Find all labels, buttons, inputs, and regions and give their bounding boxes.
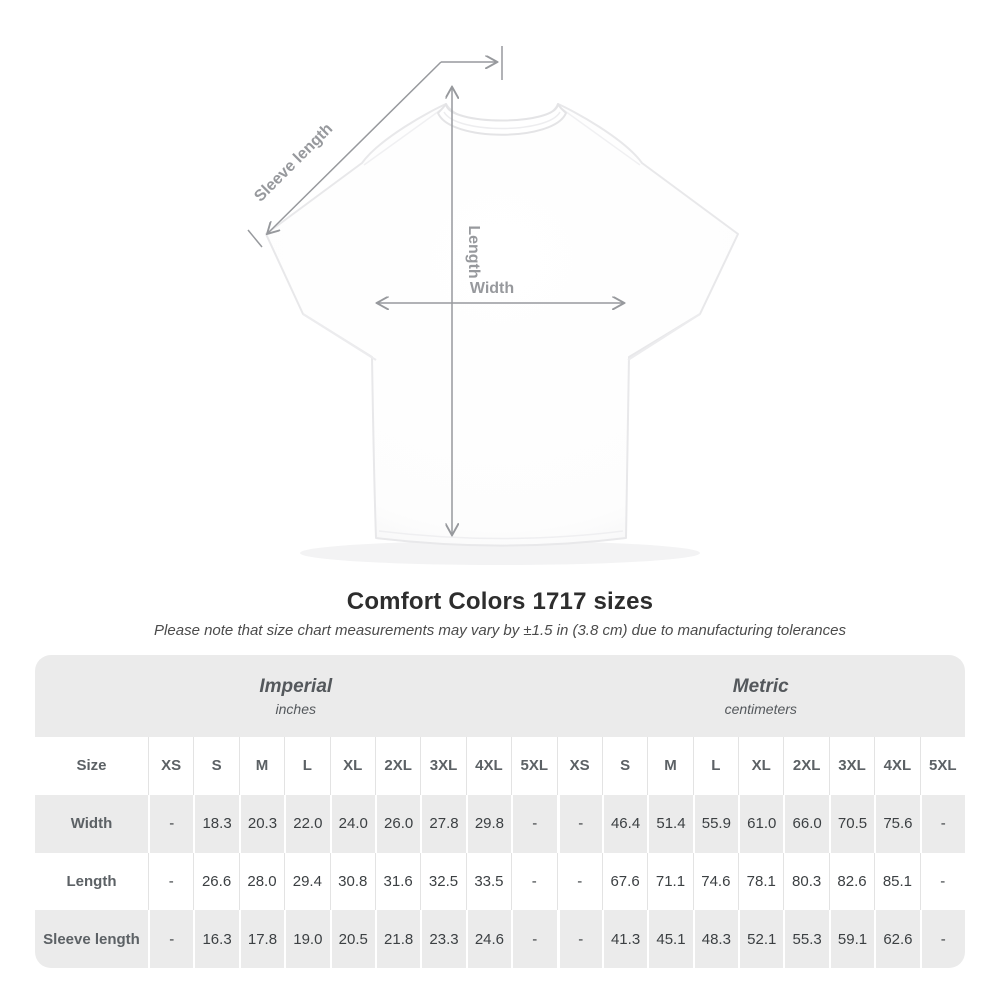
table-cell: 31.6 xyxy=(374,852,421,911)
table-cell: 74.6 xyxy=(692,852,739,911)
table-cell: 27.8 xyxy=(420,794,466,853)
imperial-unit: inches xyxy=(275,700,316,717)
table-cell: 18.3 xyxy=(193,794,239,853)
table-cell: 52.1 xyxy=(738,910,784,968)
size-header: S xyxy=(601,737,648,795)
table-cell: 23.3 xyxy=(420,910,466,968)
table-cell: - xyxy=(556,910,602,968)
table-cell: 24.0 xyxy=(329,794,375,853)
table-cell: 61.0 xyxy=(738,794,784,853)
tshirt-image xyxy=(265,103,739,547)
size-header: 5XL xyxy=(511,737,557,795)
table-cell: 22.0 xyxy=(284,794,330,853)
row-label: Sleeve length xyxy=(35,910,148,968)
table-cell: 75.6 xyxy=(874,794,920,853)
table-cell: 66.0 xyxy=(783,794,829,853)
table-cell: 32.5 xyxy=(420,852,466,911)
tshirt-shadow xyxy=(300,541,700,565)
table-cell: 29.4 xyxy=(284,852,330,911)
table-cell: 16.3 xyxy=(193,910,239,968)
tshirt-measurement-diagram: Sleeve length Length Width xyxy=(247,46,739,565)
size-header: 3XL xyxy=(420,737,466,795)
imperial-label: Imperial xyxy=(259,675,333,697)
table-cell: - xyxy=(919,794,965,853)
table-cell: 45.1 xyxy=(647,910,693,968)
page-title: Comfort Colors 1717 sizes xyxy=(346,588,654,615)
tolerance-note: Please note that size chart measurements… xyxy=(154,622,846,639)
table-cell: 46.4 xyxy=(601,794,648,853)
table-cell: - xyxy=(919,852,965,911)
table-cell: 28.0 xyxy=(238,852,285,911)
table-cell: 21.8 xyxy=(374,910,421,968)
size-column-header: Size xyxy=(35,737,148,795)
size-header: 2XL xyxy=(783,737,829,795)
table-cell: 33.5 xyxy=(465,852,512,911)
table-cell: - xyxy=(148,852,194,911)
table-cell: 17.8 xyxy=(238,910,285,968)
size-header: 3XL xyxy=(828,737,875,795)
size-header: M xyxy=(647,737,693,795)
size-header: L xyxy=(284,737,330,795)
metric-unit: centimeters xyxy=(724,700,797,717)
metric-group-header: Metric centimeters xyxy=(557,655,966,737)
table-cell: 71.1 xyxy=(647,852,693,911)
table-cell: - xyxy=(919,910,965,968)
imperial-group-header: Imperial inches xyxy=(35,655,557,737)
table-cell: - xyxy=(511,852,557,911)
table-cell: 19.0 xyxy=(284,910,330,968)
unit-group-header: Imperial inches Metric centimeters xyxy=(35,655,965,737)
table-cell: - xyxy=(511,910,557,968)
table-cell: 20.3 xyxy=(238,794,285,853)
size-header: 2XL xyxy=(374,737,421,795)
size-header: M xyxy=(238,737,285,795)
metric-label: Metric xyxy=(732,675,789,697)
size-chart-table: Imperial inches Metric centimeters Size X… xyxy=(35,655,965,968)
table-cell: - xyxy=(148,910,194,968)
table-cell: 82.6 xyxy=(828,852,875,911)
size-chart-grid: Size XS S M L XL 2XL 3XL 4XL 5XL XS S M L XL 2XL 3XL 4XL 5… xyxy=(35,737,965,968)
row-label: Width xyxy=(35,794,148,853)
table-cell: 41.3 xyxy=(601,910,648,968)
table-cell: 51.4 xyxy=(647,794,693,853)
width-label: Width xyxy=(470,280,514,297)
size-header: L xyxy=(692,737,739,795)
table-cell: - xyxy=(556,794,602,853)
table-cell: 26.0 xyxy=(374,794,421,853)
table-cell: 30.8 xyxy=(329,852,375,911)
table-cell: 20.5 xyxy=(329,910,375,968)
table-cell: 78.1 xyxy=(738,852,784,911)
size-header: 4XL xyxy=(874,737,920,795)
table-cell: - xyxy=(556,852,602,911)
table-cell: 67.6 xyxy=(601,852,648,911)
table-cell: 62.6 xyxy=(874,910,920,968)
size-header: XL xyxy=(738,737,784,795)
table-cell: 24.6 xyxy=(465,910,512,968)
sleeve-length-line xyxy=(268,61,442,233)
size-header: 4XL xyxy=(465,737,512,795)
size-header: XS xyxy=(556,737,602,795)
table-cell: 55.3 xyxy=(783,910,829,968)
sleeve-end-tick xyxy=(247,229,263,248)
table-cell: 80.3 xyxy=(783,852,829,911)
measurement-annotations xyxy=(247,46,623,534)
size-header: 5XL xyxy=(919,737,965,795)
size-header: XS xyxy=(148,737,194,795)
table-cell: - xyxy=(511,794,557,853)
table-cell: 70.5 xyxy=(828,794,875,853)
length-label: Length xyxy=(465,225,482,278)
table-cell: 48.3 xyxy=(692,910,739,968)
table-cell: 85.1 xyxy=(874,852,920,911)
table-cell: 26.6 xyxy=(193,852,239,911)
table-cell: 29.8 xyxy=(465,794,512,853)
size-header: S xyxy=(193,737,239,795)
table-cell: 59.1 xyxy=(828,910,875,968)
size-header: XL xyxy=(329,737,375,795)
table-cell: - xyxy=(148,794,194,853)
row-label: Length xyxy=(35,852,148,911)
table-cell: 55.9 xyxy=(692,794,739,853)
